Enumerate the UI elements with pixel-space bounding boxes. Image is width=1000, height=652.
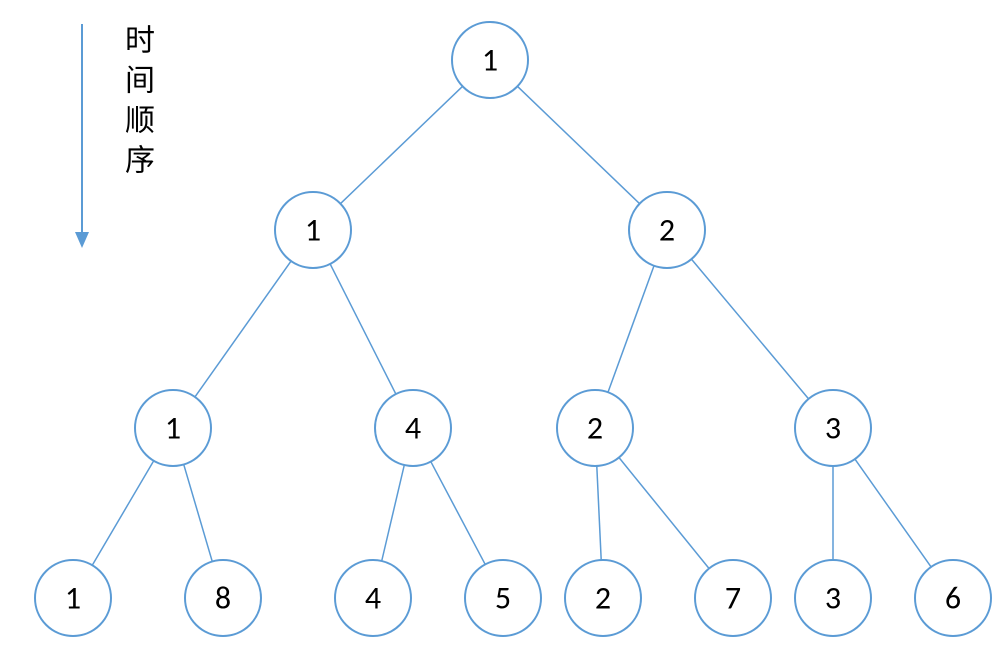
tree-node-label: 2: [659, 211, 675, 250]
tree-node: 7: [695, 560, 771, 636]
tree-node: 1: [275, 192, 351, 268]
tree-node: 4: [375, 390, 451, 466]
tree-node-label: 4: [365, 579, 381, 618]
tree-node-label: 1: [65, 579, 81, 618]
tree-node-label: 1: [305, 211, 321, 250]
tree-node-label: 8: [215, 579, 231, 618]
tree-node: 2: [629, 192, 705, 268]
tree-node: 5: [465, 560, 541, 636]
tree-node: 2: [565, 560, 641, 636]
tree-node-label: 4: [405, 409, 421, 448]
tree-node: 1: [135, 390, 211, 466]
tree-node-label: 3: [825, 409, 841, 448]
tree-node-label: 2: [595, 579, 611, 618]
tree-node: 3: [795, 390, 871, 466]
tree-node: 8: [185, 560, 261, 636]
tree-node: 2: [557, 390, 633, 466]
tree-node-label: 1: [165, 409, 181, 448]
tree-node-label: 1: [482, 41, 498, 80]
tree-node: 1: [452, 22, 528, 98]
tree-node-label: 6: [945, 579, 961, 618]
tree-node-label: 3: [825, 579, 841, 618]
tree-node-label: 7: [725, 579, 741, 618]
tree-node: 1: [35, 560, 111, 636]
time-order-label: 时间顺序: [114, 24, 158, 184]
tree-node-label: 2: [587, 409, 603, 448]
tree-node: 3: [795, 560, 871, 636]
tree-node: 6: [915, 560, 991, 636]
tree-node-label: 5: [495, 579, 511, 618]
tree-node: 4: [335, 560, 411, 636]
